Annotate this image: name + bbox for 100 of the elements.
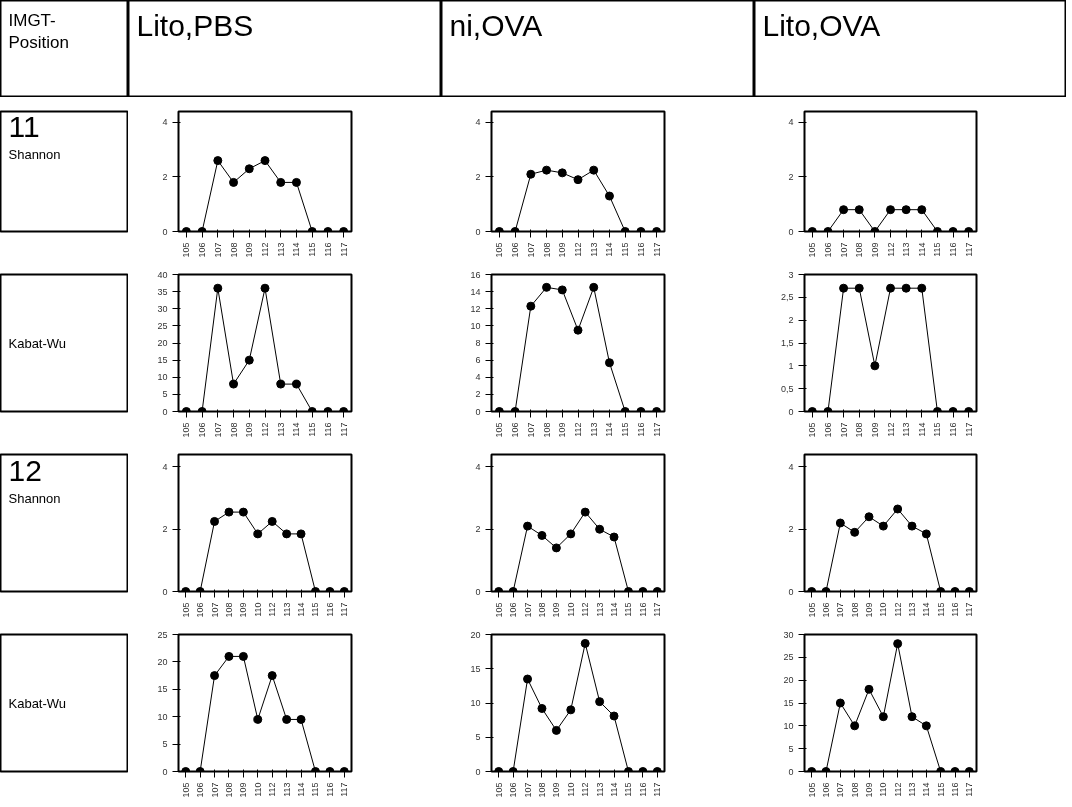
- point: [296, 529, 306, 539]
- x-tick-label: 105: [181, 422, 192, 438]
- point: [604, 358, 614, 368]
- x-tick-label: 105: [181, 242, 192, 258]
- point: [609, 532, 619, 542]
- x-tick-label: 113: [275, 242, 286, 257]
- y-tick-label: 4: [475, 117, 481, 128]
- point: [526, 169, 536, 179]
- point: [878, 712, 888, 722]
- y-tick-label: 4: [475, 461, 481, 472]
- point: [870, 361, 880, 371]
- x-tick-label: 112: [267, 602, 278, 617]
- x-tick-label: 108: [228, 422, 239, 438]
- x-tick-label: 108: [223, 782, 234, 798]
- y-tick-label: 4: [788, 117, 794, 128]
- point: [537, 530, 547, 540]
- x-tick-label: 116: [948, 242, 959, 257]
- point: [210, 671, 220, 681]
- x-tick-label: 107: [525, 242, 536, 258]
- point: [907, 521, 917, 531]
- x-tick-label: 112: [892, 602, 903, 617]
- point: [901, 283, 911, 293]
- x-tick-label: 114: [604, 242, 615, 257]
- y-tick-label: 0: [475, 586, 481, 597]
- x-tick-label: 114: [916, 242, 927, 257]
- x-tick-label: 117: [964, 602, 975, 617]
- point: [523, 521, 533, 531]
- x-tick-label: 107: [835, 782, 846, 798]
- x-tick-label: 107: [838, 242, 849, 258]
- y-tick-label: 2: [788, 171, 794, 182]
- x-tick-label: 107: [522, 782, 533, 798]
- point: [595, 524, 605, 534]
- y-tick-label: 15: [470, 663, 481, 674]
- y-tick-label: 4: [162, 117, 168, 128]
- x-tick-label: 109: [869, 422, 880, 438]
- y-tick-label: 6: [475, 355, 481, 366]
- point: [244, 164, 254, 174]
- point: [267, 671, 277, 681]
- x-tick-label: 108: [536, 602, 547, 618]
- x-tick-label: 105: [493, 782, 504, 798]
- x-tick-label: 117: [963, 242, 974, 257]
- y-tick-label: 10: [470, 320, 481, 331]
- x-tick-label: 116: [637, 602, 648, 617]
- x-tick-label: 117: [339, 782, 350, 797]
- point: [224, 507, 234, 517]
- point: [244, 355, 254, 365]
- y-tick-label: 40: [157, 269, 168, 280]
- point: [291, 379, 301, 389]
- x-tick-label: 109: [551, 782, 562, 798]
- x-tick-label: 107: [835, 602, 846, 618]
- point: [604, 191, 614, 201]
- y-tick-label: 16: [470, 269, 481, 280]
- x-tick-label: 117: [964, 782, 975, 797]
- x-tick-label: 112: [885, 242, 896, 257]
- x-tick-label: 114: [916, 422, 927, 437]
- x-tick-label: 115: [935, 782, 946, 797]
- y-tick-label: 14: [470, 286, 481, 297]
- point: [238, 651, 248, 661]
- text: Kabat-Wu: [8, 335, 67, 351]
- point: [238, 507, 248, 517]
- text: 12: [8, 453, 42, 487]
- point: [893, 639, 903, 649]
- point: [542, 165, 552, 175]
- x-tick-label: 109: [551, 602, 562, 618]
- point: [854, 283, 864, 293]
- y-tick-label: 2: [788, 524, 794, 535]
- x-tick-label: 106: [821, 782, 831, 798]
- x-tick-label: 115: [307, 242, 318, 257]
- x-tick-label: 108: [854, 422, 865, 438]
- y-tick-label: 10: [157, 711, 168, 722]
- y-tick-label: 20: [157, 656, 168, 667]
- x-tick-label: 107: [212, 242, 223, 258]
- point: [267, 516, 277, 526]
- x-tick-label: 112: [267, 782, 278, 797]
- point: [835, 698, 845, 708]
- point: [523, 674, 533, 684]
- point: [276, 177, 286, 187]
- x-tick-label: 106: [822, 242, 833, 258]
- x-tick-label: 116: [322, 422, 333, 437]
- point: [551, 543, 561, 553]
- y-tick-label: 10: [157, 372, 168, 383]
- point: [580, 638, 590, 648]
- point: [921, 529, 931, 539]
- x-tick-label: 106: [508, 602, 519, 618]
- x-tick-label: 109: [557, 242, 568, 258]
- point: [566, 529, 576, 539]
- point: [557, 168, 567, 178]
- point: [296, 714, 306, 724]
- y-tick-label: 20: [783, 675, 794, 686]
- x-tick-label: 117: [963, 422, 974, 437]
- x-tick-label: 115: [932, 242, 943, 257]
- point: [229, 379, 239, 389]
- x-tick-label: 117: [651, 242, 662, 257]
- y-tick-label: 10: [783, 720, 794, 731]
- text: IMGT-Position: [8, 10, 69, 53]
- y-tick-label: 10: [470, 698, 481, 708]
- y-tick-label: 15: [157, 684, 168, 695]
- x-tick-label: 114: [921, 602, 932, 617]
- x-tick-label: 109: [864, 782, 874, 798]
- y-tick-label: 20: [470, 629, 481, 640]
